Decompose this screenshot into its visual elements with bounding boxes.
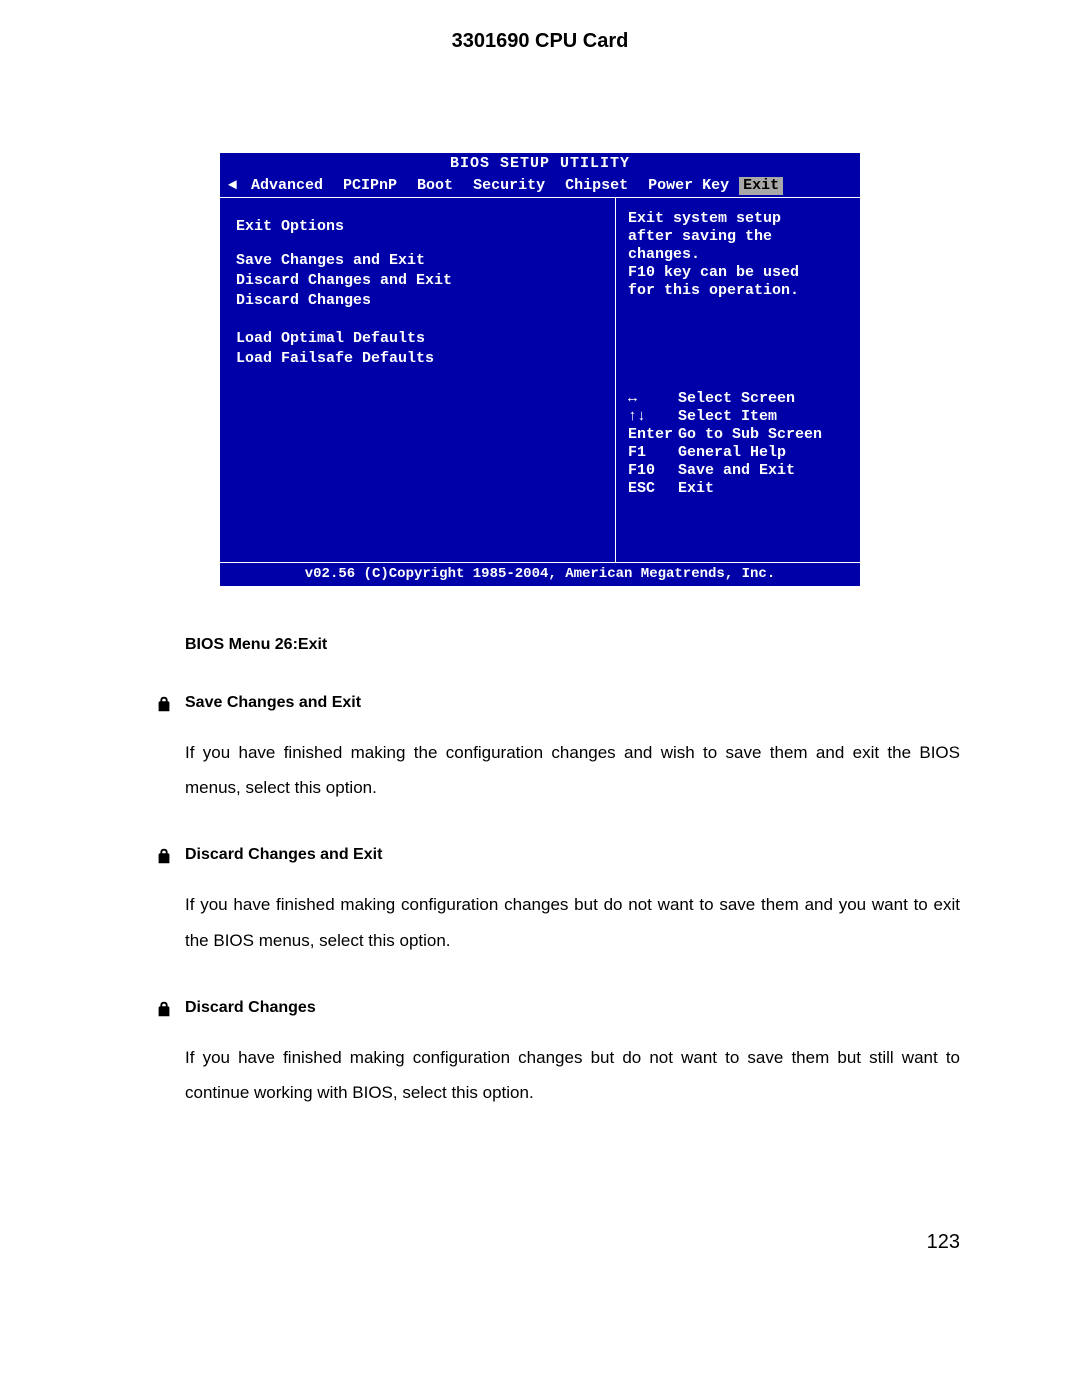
nav-desc: Save and Exit bbox=[678, 462, 795, 480]
figure-caption: BIOS Menu 26:Exit bbox=[185, 636, 960, 654]
menu-item-failsafe[interactable]: Load Failsafe Defaults bbox=[236, 350, 599, 368]
bios-left-panel: Exit Options Save Changes and Exit Disca… bbox=[220, 198, 616, 562]
nav-row: ↑↓Select Item bbox=[628, 408, 848, 426]
tab-advanced[interactable]: Advanced bbox=[241, 177, 333, 195]
help-text: Exit system setup after saving the chang… bbox=[628, 210, 848, 300]
section-body: If you have finished making configuratio… bbox=[185, 887, 960, 958]
spacer bbox=[236, 312, 599, 328]
nav-row: ↔Select Screen bbox=[628, 390, 848, 408]
menu-item-discard-exit[interactable]: Discard Changes and Exit bbox=[236, 272, 599, 290]
menu-item-save-exit[interactable]: Save Changes and Exit bbox=[236, 252, 599, 270]
nav-row: EnterGo to Sub Screen bbox=[628, 426, 848, 444]
tab-powerkey[interactable]: Power Key bbox=[638, 177, 739, 195]
section-title: Save Changes and Exit bbox=[185, 694, 361, 712]
bios-screenshot: BIOS SETUP UTILITY ◄ Advanced PCIPnP Boo… bbox=[220, 153, 860, 586]
arrow-left-icon: ◄ bbox=[228, 177, 237, 195]
section-body: If you have finished making the configur… bbox=[185, 735, 960, 806]
bios-right-panel: Exit system setup after saving the chang… bbox=[616, 198, 860, 562]
bios-body: Exit Options Save Changes and Exit Disca… bbox=[220, 197, 860, 562]
tab-exit[interactable]: Exit bbox=[739, 177, 783, 195]
nav-desc: Select Screen bbox=[678, 390, 795, 408]
nav-desc: Select Item bbox=[678, 408, 777, 426]
section-save-changes: Save Changes and Exit If you have finish… bbox=[120, 694, 960, 806]
tab-pcipnp[interactable]: PCIPnP bbox=[333, 177, 407, 195]
tab-boot[interactable]: Boot bbox=[407, 177, 463, 195]
bios-tab-bar: ◄ Advanced PCIPnP Boot Security Chipset … bbox=[220, 175, 860, 197]
menu-item-optimal[interactable]: Load Optimal Defaults bbox=[236, 330, 599, 348]
bios-footer: v02.56 (C)Copyright 1985-2004, American … bbox=[220, 562, 860, 586]
nav-keys: ↔Select Screen ↑↓Select Item EnterGo to … bbox=[628, 390, 848, 498]
section-title: Discard Changes bbox=[185, 999, 316, 1017]
section-title: Discard Changes and Exit bbox=[185, 846, 382, 864]
bullet-icon bbox=[155, 1000, 173, 1018]
help-line: for this operation. bbox=[628, 282, 848, 300]
page-number: 123 bbox=[120, 1231, 960, 1254]
help-line: F10 key can be used bbox=[628, 264, 848, 282]
nav-key: ↔ bbox=[628, 390, 678, 408]
nav-key: ESC bbox=[628, 480, 678, 498]
section-discard: Discard Changes If you have finished mak… bbox=[120, 999, 960, 1111]
tab-chipset[interactable]: Chipset bbox=[555, 177, 638, 195]
nav-key: Enter bbox=[628, 426, 678, 444]
help-line: changes. bbox=[628, 246, 848, 264]
section-head: Discard Changes bbox=[120, 999, 960, 1018]
section-discard-exit: Discard Changes and Exit If you have fin… bbox=[120, 846, 960, 958]
nav-key: F10 bbox=[628, 462, 678, 480]
tab-security[interactable]: Security bbox=[463, 177, 555, 195]
nav-row: F10Save and Exit bbox=[628, 462, 848, 480]
bullet-icon bbox=[155, 847, 173, 865]
nav-desc: Go to Sub Screen bbox=[678, 426, 822, 444]
nav-key: F1 bbox=[628, 444, 678, 462]
section-head: Save Changes and Exit bbox=[120, 694, 960, 713]
exit-options-heading: Exit Options bbox=[236, 218, 599, 236]
nav-row: F1General Help bbox=[628, 444, 848, 462]
nav-desc: General Help bbox=[678, 444, 786, 462]
section-head: Discard Changes and Exit bbox=[120, 846, 960, 865]
section-body: If you have finished making configuratio… bbox=[185, 1040, 960, 1111]
help-line: after saving the bbox=[628, 228, 848, 246]
menu-item-discard[interactable]: Discard Changes bbox=[236, 292, 599, 310]
page-title: 3301690 CPU Card bbox=[120, 30, 960, 53]
page: 3301690 CPU Card BIOS SETUP UTILITY ◄ Ad… bbox=[0, 0, 1080, 1314]
nav-key: ↑↓ bbox=[628, 408, 678, 426]
nav-row: ESCExit bbox=[628, 480, 848, 498]
help-line: Exit system setup bbox=[628, 210, 848, 228]
bullet-icon bbox=[155, 695, 173, 713]
nav-desc: Exit bbox=[678, 480, 714, 498]
bios-title: BIOS SETUP UTILITY bbox=[220, 153, 860, 175]
